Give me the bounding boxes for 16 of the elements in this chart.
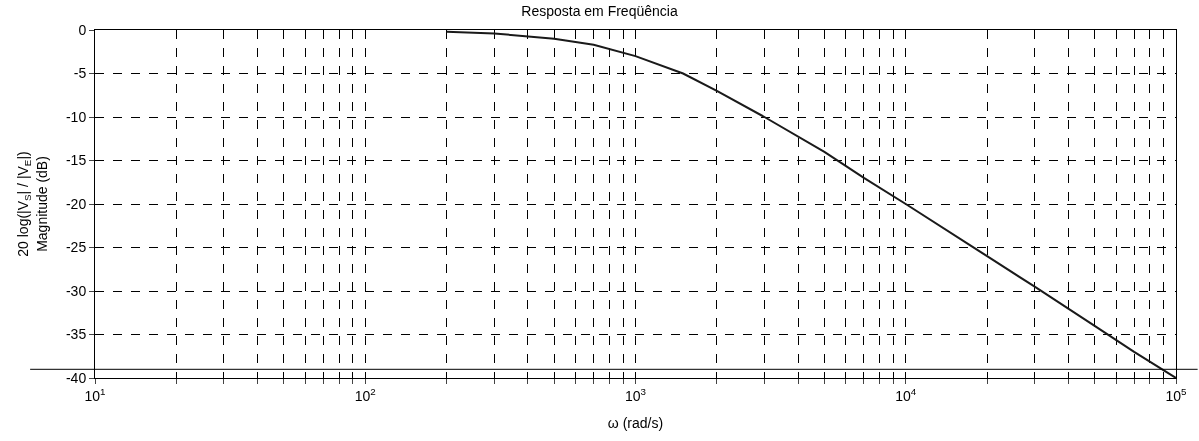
y-tick-label: -5 xyxy=(73,65,87,82)
x-axis-title: ω (rad/s) xyxy=(607,415,664,432)
y-tick-label: 0 xyxy=(78,21,87,38)
x-tick-label: 10$^{2}$ xyxy=(354,385,376,404)
x-tick-label: 10$^{1}$ xyxy=(84,385,106,404)
y-tick-label: -15 xyxy=(65,152,87,169)
chart-title: Resposta em Freqüência xyxy=(521,3,678,20)
y-tick-label: -20 xyxy=(65,195,87,212)
y-tick-label: -40 xyxy=(65,369,87,386)
x-tick-label: 10$^{3}$ xyxy=(624,385,647,404)
x-tick-label: 10$^{5}$ xyxy=(1165,385,1188,404)
y-tick-label: -10 xyxy=(65,108,87,125)
y-tick-label: -30 xyxy=(65,282,87,299)
y-tick-label: -35 xyxy=(65,326,87,343)
y-tick-label: -25 xyxy=(65,239,87,256)
x-tick-label: 10$^{4}$ xyxy=(895,385,917,404)
